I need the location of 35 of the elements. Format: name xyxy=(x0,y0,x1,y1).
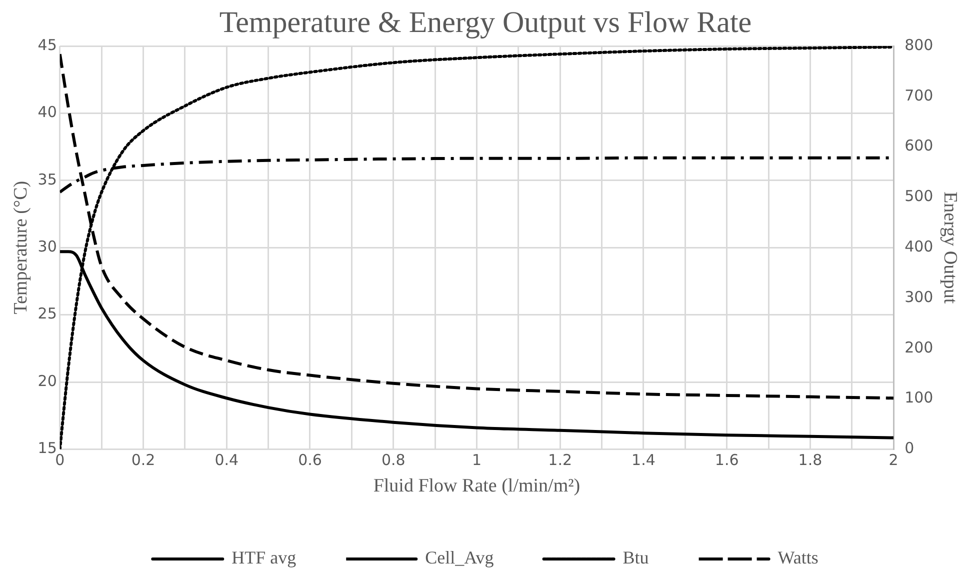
x-axis-title: Fluid Flow Rate (l/min/m²) xyxy=(373,476,580,497)
legend-label: Btu xyxy=(622,548,649,568)
y2-tick-label: 700 xyxy=(904,86,934,104)
y-tick-label: 25 xyxy=(38,304,57,323)
y-tick-label: 40 xyxy=(38,103,57,122)
x-tick-label: 1.2 xyxy=(548,451,572,470)
x-tick-label: 0.4 xyxy=(214,451,239,470)
y2-tick-label: 400 xyxy=(904,237,934,256)
x-tick-label: 1.6 xyxy=(714,451,739,470)
y-tick-label: 15 xyxy=(38,439,57,458)
y2-tick-label: 600 xyxy=(904,136,934,155)
legend-label: Watts xyxy=(778,548,818,568)
y-tick-label: 45 xyxy=(38,36,57,54)
x-tick-label: 1 xyxy=(472,451,482,470)
y-tick-label: 30 xyxy=(38,237,57,256)
legend-label: Cell_Avg xyxy=(425,548,494,568)
y2-tick-label: 0 xyxy=(904,439,914,458)
y-axis-title: Temperature (°C) xyxy=(10,180,32,314)
y2-tick-label: 200 xyxy=(904,338,934,356)
y2-tick-label: 500 xyxy=(904,187,934,206)
x-tick-label: 0.6 xyxy=(298,451,322,470)
x-tick-label: 0 xyxy=(55,451,65,470)
x-tick-label: 0.8 xyxy=(381,451,406,470)
chart-title: Temperature & Energy Output vs Flow Rate xyxy=(219,6,752,39)
x-tick-label: 0.2 xyxy=(131,451,156,470)
y2-tick-label: 800 xyxy=(904,36,934,54)
y2-tick-label: 100 xyxy=(904,388,934,407)
x-tick-label: 1.4 xyxy=(632,451,656,470)
y-tick-label: 35 xyxy=(38,170,57,188)
y-tick-label: 20 xyxy=(38,372,57,390)
x-tick-label: 2 xyxy=(888,451,898,470)
x-tick-label: 1.8 xyxy=(798,451,822,470)
y2-tick-label: 300 xyxy=(904,288,934,306)
legend-label: HTF avg xyxy=(232,548,296,568)
y2-axis-title: Energy Output xyxy=(940,192,961,304)
